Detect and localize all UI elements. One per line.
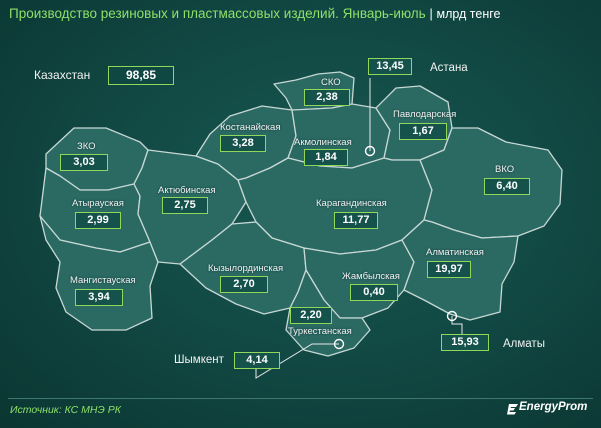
region-sko-value: 2,38	[304, 89, 350, 106]
region-kyzylorda-name: Кызылординская	[208, 263, 284, 274]
total-value: 98,85	[108, 66, 174, 85]
region-zko-value: 3,03	[60, 154, 108, 171]
almaty-leader-line	[451, 316, 463, 334]
region-almaty-value: 19,97	[427, 261, 471, 278]
region-zko-name: ЗКО	[77, 141, 96, 152]
region-akmola-name: Акмолинская	[294, 137, 352, 148]
region-karaganda-name: Карагандинская	[316, 198, 387, 209]
region-aktobe-value: 2,75	[162, 197, 208, 214]
title-unit: млрд тенге	[436, 7, 501, 21]
region-mangystau-name: Мангистауская	[70, 275, 136, 286]
region-turkestan-name: Туркестанская	[288, 326, 352, 337]
shymkent-city-marker	[333, 338, 345, 350]
region-aktobe-name: Актюбинская	[158, 185, 216, 196]
region-kostanay-name: Костанайская	[220, 122, 281, 133]
astana-value: 13,45	[368, 58, 412, 75]
region-pavlodar-value: 1,67	[399, 123, 447, 140]
map-title: Производство резиновых и пластмассовых и…	[9, 6, 500, 21]
region-kyzylorda-value: 2,70	[220, 276, 268, 293]
region-zhambyl-value: 0,40	[350, 284, 398, 301]
astana-name: Астана	[430, 62, 468, 74]
shymkent-leader-line	[255, 343, 339, 379]
region-almaty-name: Алматинская	[426, 247, 484, 258]
total-label: Казахстан	[34, 68, 91, 82]
region-akmola-value: 1,84	[304, 149, 348, 166]
region-atyrau-name: Атырауская	[72, 198, 124, 209]
region-karaganda-value: 11,77	[334, 212, 378, 229]
region-zhambyl-name: Жамбылская	[342, 271, 400, 282]
region-pavlodar-name: Павлодарская	[393, 109, 457, 120]
shymkent-name: Шымкент	[174, 354, 224, 366]
title-separator: |	[429, 7, 433, 21]
region-mangystau-shape	[39, 215, 159, 331]
almaty-city-marker	[446, 310, 458, 322]
brand-name: EnergyProm	[519, 401, 588, 413]
region-vko-value: 6,40	[484, 178, 530, 195]
region-vko-name: ВКО	[495, 164, 515, 175]
title-main: Производство резиновых и пластмассовых и…	[9, 6, 426, 21]
region-atyrau-value: 2,99	[75, 212, 121, 229]
region-sko-name: СКО	[321, 77, 341, 88]
astana-city-marker	[364, 145, 376, 157]
shymkent-value: 4,14	[234, 352, 280, 369]
region-kostanay-value: 3,28	[220, 135, 266, 152]
energyprom-logo-icon	[507, 404, 518, 415]
source-note: Источник: КС МНЭ РК	[10, 404, 121, 416]
almaty-city-value: 15,93	[441, 334, 489, 351]
region-mangystau-value: 3,94	[75, 289, 123, 306]
footer-divider	[8, 398, 593, 399]
almaty-city-name: Алматы	[503, 338, 545, 350]
region-turkestan-value: 2,20	[290, 307, 332, 324]
